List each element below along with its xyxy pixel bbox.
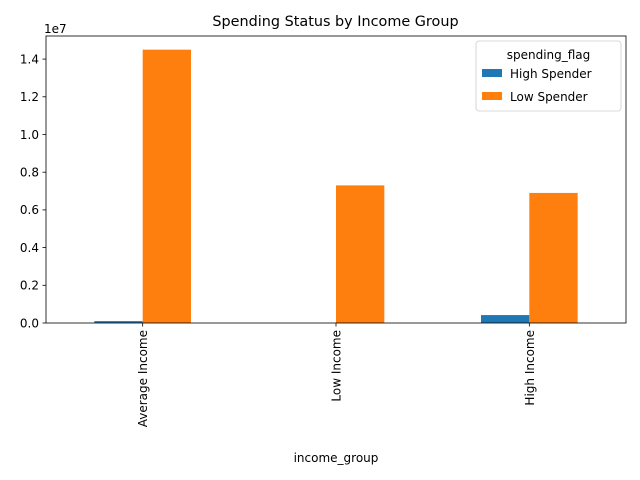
y-tick-label: 0.2 [20, 279, 39, 293]
y-axis: 0.0 0.2 0.4 0.6 0.8 1.0 1.2 1.4 [20, 52, 46, 330]
bar-high-spender-high-income [481, 315, 530, 323]
legend: spending_flag High Spender Low Spender [475, 40, 622, 112]
chart-title: Spending Status by Income Group [212, 14, 458, 30]
plot-frame [45, 35, 627, 324]
x-tick-label: High Income [523, 330, 537, 406]
bar-low-spender-average-income [142, 49, 191, 324]
legend-swatch-low-spender [482, 92, 502, 100]
x-axis: Average Income Low Income High Income [136, 323, 537, 427]
y-tick-label: 1.0 [20, 128, 39, 142]
y-tick-label: 0.8 [20, 165, 39, 179]
legend-swatch-high-spender [482, 69, 502, 77]
x-tick-label: Low Income [330, 330, 344, 402]
y-tick-label: 0.6 [20, 203, 39, 217]
y-tick-label: 1.2 [20, 90, 39, 104]
y-tick-label: 0.0 [20, 316, 39, 330]
x-axis-label: income_group [294, 451, 379, 465]
legend-label-low-spender: Low Spender [510, 90, 588, 104]
bar-low-spender-high-income [529, 192, 578, 323]
legend-label-high-spender: High Spender [510, 67, 592, 81]
bar-high-spender-average-income [94, 321, 143, 323]
bars [94, 49, 578, 324]
bar-low-spender-low-income [336, 185, 385, 323]
y-tick-label: 1.4 [20, 52, 39, 66]
x-tick-label: Average Income [136, 330, 150, 427]
legend-title: spending_flag [507, 48, 591, 62]
y-tick-label: 0.4 [20, 241, 39, 255]
y-offset-text: 1e7 [44, 22, 67, 36]
legend-box [475, 40, 622, 112]
